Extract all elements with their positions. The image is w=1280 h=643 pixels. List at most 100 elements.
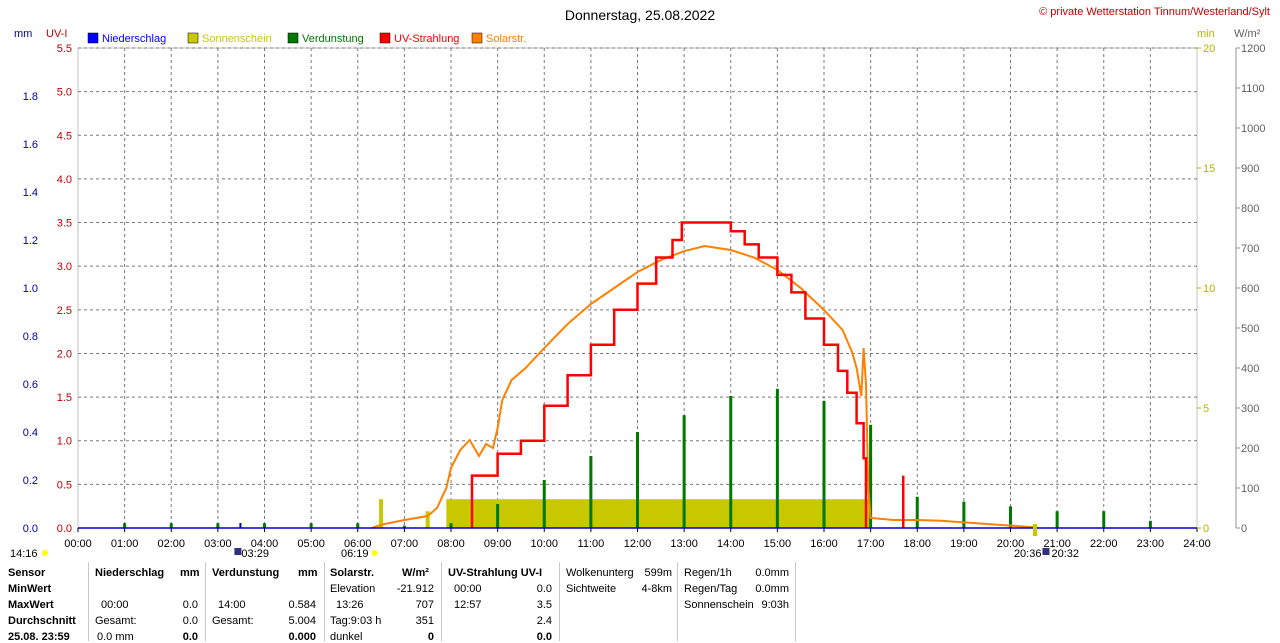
solar-head: Solarstr.: [330, 567, 375, 579]
verdunstung-sum-label: Gesamt:: [212, 615, 254, 627]
legend-label-2: Verdunstung: [302, 33, 364, 45]
moonrise-icon: [234, 548, 242, 555]
row-label-sensor: Sensor: [8, 567, 46, 579]
niederschlag-last: 0.0 mm: [97, 631, 134, 643]
evaporation-bar: [729, 396, 733, 528]
niederschlag-max-val: 0.0: [182, 599, 198, 611]
sonnenschein-label: Sonnenschein: [684, 599, 754, 611]
sicht-label: Sichtweite: [566, 583, 617, 595]
wm2-tick-label: 100: [1241, 483, 1259, 495]
evaporation-bar: [496, 504, 500, 528]
axis-label-mm: mm: [14, 28, 32, 40]
solar-elev-label: Elevation: [330, 583, 376, 595]
mm-tick-label: 0.6: [23, 379, 38, 391]
evaporation-bar: [822, 400, 826, 528]
legend-swatch-0: [87, 32, 99, 44]
x-tick-label: 10:00: [530, 538, 558, 550]
mm-tick-label: 1.6: [23, 139, 38, 151]
verdunstung-head: Verdunstung: [212, 567, 280, 579]
row-label-min: MinWert: [8, 583, 52, 595]
uv-max-time: 12:57: [454, 599, 482, 611]
moonrise-time: 03:29: [241, 548, 269, 560]
sunshine-bar: [425, 511, 430, 528]
evaporation-bar: [309, 523, 313, 528]
wm2-tick-label: 1100: [1241, 83, 1265, 95]
x-tick-label: 13:00: [670, 538, 698, 550]
mm-tick-label: 0.2: [23, 475, 38, 487]
sunrise-icon: [371, 550, 378, 556]
mm-tick-label: 1.8: [23, 91, 38, 103]
x-tick-label: 20:00: [997, 538, 1025, 550]
evaporation-bar: [1009, 506, 1012, 528]
wm2-tick-label: 1000: [1241, 123, 1265, 135]
x-tick-label: 07:00: [391, 538, 419, 550]
solar-dark-val: 0: [427, 631, 434, 643]
evaporation-bar: [775, 388, 779, 528]
row-label-date: 25.08. 23:59: [8, 631, 70, 643]
niederschlag-head: Niederschlag: [95, 567, 165, 579]
legend-label-0: Niederschlag: [102, 33, 166, 45]
x-tick-label: 08:00: [437, 538, 465, 550]
niederschlag-sum-label: Gesamt:: [95, 615, 137, 627]
legend-swatch-4: [471, 32, 483, 44]
evaporation-bar: [402, 525, 406, 528]
evaporation-bar: [915, 496, 919, 528]
niederschlag-last-2: 0.0: [182, 631, 198, 643]
moonset-icon: [1042, 548, 1050, 555]
mm-tick-label: 0.4: [23, 427, 38, 439]
uv-head: UV-Strahlung UV-I: [448, 567, 543, 579]
moon-phase-time: 14:16: [10, 548, 38, 560]
uv-tick-label: 2.5: [57, 305, 72, 317]
evaporation-bar: [869, 424, 873, 528]
x-tick-label: 04:00: [251, 538, 279, 550]
x-tick-label: 11:00: [578, 538, 605, 550]
sonnenschein-val: 9:03h: [761, 599, 789, 611]
evaporation-bar: [636, 432, 639, 528]
solar-unit: W/m²: [402, 567, 429, 579]
uv-tick-label: 4.5: [57, 130, 72, 142]
x-tick-label: 16:00: [810, 538, 838, 550]
uv-tick-label: 0.0: [57, 523, 72, 535]
uv-tick-label: 3.5: [57, 218, 72, 230]
wm2-tick-label: 0: [1241, 523, 1247, 535]
sunshine-block: [446, 499, 871, 528]
solar-dark-label: dunkel: [330, 631, 363, 643]
legend-swatch-1: [187, 32, 199, 44]
uv-min-val: 0.0: [536, 583, 552, 595]
sicht-val: 4-8km: [641, 583, 672, 595]
wm2-tick-label: 300: [1241, 403, 1259, 415]
x-tick-label: 19:00: [950, 538, 978, 550]
legend-label-3: UV-Strahlung: [394, 33, 459, 45]
x-tick-label: 06:00: [344, 538, 372, 550]
row-label-max: MaxWert: [8, 599, 54, 611]
min-tick-label: 15: [1203, 163, 1215, 175]
uv-tick-label: 4.0: [57, 174, 72, 186]
evaporation-bar: [1148, 520, 1152, 528]
sunset-time-1: 20:36: [1014, 548, 1042, 560]
evaporation-bar: [356, 523, 360, 528]
wm2-tick-label: 1200: [1241, 43, 1265, 55]
solar-max-val: 707: [415, 599, 434, 611]
x-tick-label: 14:00: [717, 538, 745, 550]
min-tick-label: 20: [1203, 43, 1215, 55]
mm-tick-label: 1.4: [23, 187, 38, 199]
chart-legend: Niederschlag Sonnenschein Verdunstung UV-St…: [87, 32, 526, 45]
regen-1h-label: Regen/1h: [684, 567, 732, 579]
mm-tick-label: 0.8: [23, 331, 38, 343]
min-tick-label: 0: [1203, 523, 1209, 535]
regen-tag-label: Regen/Tag: [684, 583, 738, 595]
axis-label-uv: UV-I: [46, 28, 67, 40]
wm2-tick-label: 500: [1241, 323, 1259, 335]
evaporation-bar: [449, 523, 453, 528]
evaporation-bar: [589, 456, 593, 528]
wolken-val: 599m: [644, 567, 672, 579]
x-tick-label: 17:00: [857, 538, 885, 550]
regen-1h-val: 0.0mm: [755, 567, 789, 579]
weather-chart: Donnerstag, 25.08.2022 © private Wetters…: [10, 6, 1270, 560]
min-tick-label: 5: [1203, 403, 1209, 415]
uv-max-val: 3.5: [536, 599, 552, 611]
verdunstung-unit: mm: [298, 567, 318, 579]
verdunstung-max-val: 0.584: [288, 599, 316, 611]
mm-tick-label: 0.0: [23, 523, 38, 535]
evaporation-bar: [1102, 511, 1106, 528]
